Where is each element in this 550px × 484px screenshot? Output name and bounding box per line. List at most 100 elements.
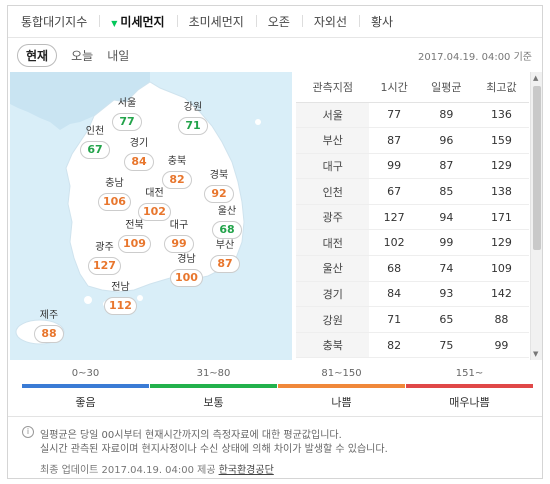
- region-gyeongnam[interactable]: 경남 100: [170, 254, 203, 287]
- scroll-up-icon[interactable]: ▲: [533, 74, 539, 82]
- info-box: i 일평균은 당일 00시부터 현재시간까지의 측정자료에 대한 평균값입니다.…: [8, 416, 542, 478]
- legend-label-very-bad: 매우나쁨: [449, 396, 490, 409]
- tab-uv[interactable]: 자외선: [301, 13, 359, 30]
- region-busan[interactable]: 부산 87: [210, 240, 240, 273]
- air-quality-widget: 통합대기지수 ▼ 미세먼지 초미세먼지 오존 자외선 황사 현재 오늘 내일 20…: [7, 5, 543, 479]
- cell-hourly: 87: [369, 127, 419, 154]
- tab-integrated-index[interactable]: 통합대기지수: [21, 15, 88, 29]
- legend-bar-very-bad: [406, 384, 533, 388]
- cell-max: 136: [473, 102, 529, 129]
- tab-ultrafine-dust[interactable]: 초미세먼지: [176, 13, 256, 30]
- region-gyeonggi[interactable]: 경기 84: [124, 138, 154, 171]
- table-row: 대구 99 87 129: [296, 153, 529, 180]
- cell-daily-avg: 74: [418, 255, 474, 282]
- region-daegu[interactable]: 대구 99: [164, 220, 194, 253]
- region-value-badge: 82: [162, 171, 192, 189]
- table-scrollbar[interactable]: ▲ ▼: [530, 72, 542, 360]
- region-value-badge: 127: [88, 257, 121, 275]
- region-name: 충남: [105, 178, 124, 189]
- cell-hourly: 77: [369, 102, 419, 129]
- scroll-down-icon[interactable]: ▼: [533, 350, 539, 358]
- tab-tomorrow[interactable]: 내일: [107, 48, 130, 63]
- region-seoul[interactable]: 서울 77: [112, 98, 142, 131]
- cell-daily-avg: 65: [418, 306, 474, 333]
- tab-today[interactable]: 오늘: [71, 48, 94, 63]
- table-row: 광주 127 94 171: [296, 204, 529, 231]
- cell-location: 서울: [296, 102, 370, 129]
- legend-range-bad: 81~150: [321, 368, 362, 379]
- info-daily-average-note: 일평균은 당일 00시부터 현재시간까지의 측정자료에 대한 평균값입니다.: [40, 430, 342, 441]
- region-value-badge: 88: [34, 325, 64, 343]
- region-gangwon[interactable]: 강원 71: [178, 102, 208, 135]
- tab-ozone[interactable]: 오존: [255, 13, 302, 30]
- region-value-badge: 100: [170, 269, 203, 287]
- region-jeonbuk[interactable]: 전북 109: [118, 220, 151, 253]
- region-incheon[interactable]: 인천 67: [80, 126, 110, 159]
- header-hourly: 1시간: [369, 72, 419, 103]
- cell-hourly: 67: [369, 178, 419, 205]
- tab-yellow-dust[interactable]: 황사: [359, 13, 405, 30]
- cell-hourly: 71: [369, 306, 419, 333]
- region-daejeon[interactable]: 대전 102: [138, 188, 171, 221]
- region-name: 전남: [111, 282, 130, 293]
- cell-max: 129: [473, 153, 529, 180]
- table-row: 충북 82 75 99: [296, 332, 529, 359]
- cell-max: 171: [473, 204, 529, 231]
- region-name: 서울: [117, 98, 137, 109]
- pollutant-tabs: 통합대기지수 ▼ 미세먼지 초미세먼지 오존 자외선 황사: [8, 6, 542, 38]
- region-name: 경북: [209, 170, 229, 181]
- cell-location: 대전: [296, 229, 370, 257]
- cell-location: 광주: [296, 204, 370, 231]
- source-link[interactable]: 한국환경공단: [218, 465, 274, 476]
- legend-label-good: 좋음: [75, 396, 96, 409]
- region-name: 광주: [95, 242, 114, 253]
- region-value-badge: 67: [80, 141, 110, 159]
- cell-daily-avg: 96: [418, 127, 474, 154]
- time-tabs: 현재 오늘 내일 2017.04.19. 04:00 기준: [8, 39, 542, 71]
- korea-map: 서울 77 강원 71 인천 67 경기 84 충북 82 경북 92 충남 1…: [10, 72, 292, 360]
- info-realtime-note: 실시간 관측된 자료이며 현지사정이나 수신 상태에 의해 차이가 발생할 수 …: [40, 444, 388, 455]
- cell-daily-avg: 93: [418, 281, 474, 308]
- legend-label-normal: 보통: [203, 396, 224, 409]
- region-name: 인천: [85, 126, 105, 137]
- region-name: 경남: [177, 254, 196, 265]
- cell-max: 129: [473, 229, 529, 257]
- legend-bar-good: [22, 384, 149, 388]
- cell-hourly: 68: [369, 255, 419, 282]
- legend-bar-normal: [150, 384, 277, 388]
- cell-location: 강원: [296, 306, 370, 333]
- table-row: 강원 71 65 88: [296, 306, 529, 333]
- header-max: 최고값: [473, 72, 529, 103]
- region-value-badge: 109: [118, 235, 151, 253]
- region-value-badge: 77: [112, 113, 142, 131]
- region-value-badge: 71: [178, 117, 208, 135]
- tab-now[interactable]: 현재: [17, 43, 58, 67]
- region-value-badge: 68: [212, 221, 242, 239]
- station-table: 관측지점 1시간 일평균 최고값 서울 77 89 136 부산 87 96 159 대구 9…: [296, 72, 542, 360]
- cell-hourly: 102: [369, 229, 419, 257]
- cell-location: 부산: [296, 127, 370, 154]
- region-name: 부산: [215, 240, 235, 251]
- tab-fine-dust[interactable]: ▼ 미세먼지: [99, 13, 176, 30]
- region-jeonnam[interactable]: 전남 112: [104, 282, 137, 315]
- table-row: 서울 77 89 136: [296, 102, 529, 129]
- region-value-badge: 106: [98, 193, 131, 211]
- cell-daily-avg: 94: [418, 204, 474, 231]
- region-chungnam[interactable]: 충남 106: [98, 178, 131, 211]
- region-jeju[interactable]: 제주 88: [34, 310, 64, 343]
- region-gyeongbuk[interactable]: 경북 92: [204, 170, 234, 203]
- cell-max: 99: [473, 332, 529, 359]
- cell-daily-avg: 87: [418, 153, 474, 180]
- region-chungbuk[interactable]: 충북 82: [162, 156, 192, 189]
- header-location: 관측지점: [296, 72, 370, 103]
- timestamp: 2017.04.19. 04:00 기준: [417, 52, 532, 63]
- table-row: 경기 84 93 142: [296, 281, 529, 308]
- scroll-thumb[interactable]: [533, 86, 541, 250]
- cell-location: 대구: [296, 153, 370, 180]
- region-ulsan[interactable]: 울산 68: [212, 206, 242, 239]
- cell-hourly: 99: [369, 153, 419, 180]
- region-name: 제주: [39, 310, 59, 321]
- region-value-badge: 92: [204, 185, 234, 203]
- cell-location: 인천: [296, 178, 370, 205]
- region-gwangju[interactable]: 광주 127: [88, 242, 121, 275]
